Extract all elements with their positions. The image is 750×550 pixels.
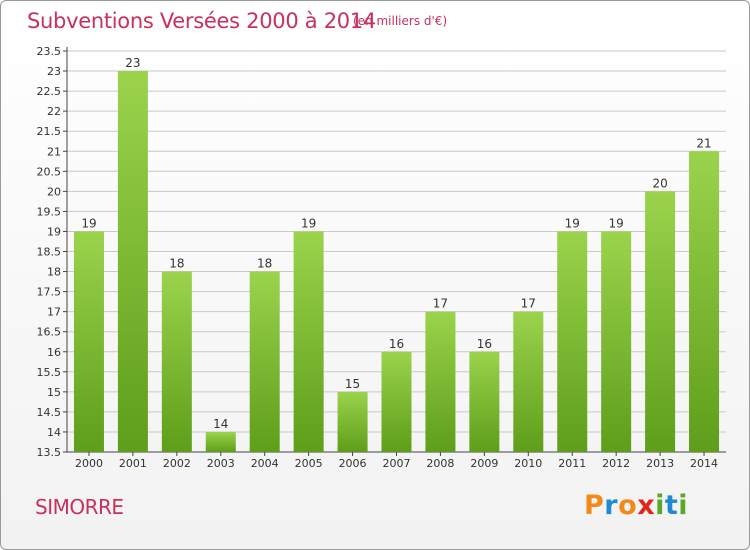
bar xyxy=(645,191,676,452)
x-tick-label: 2001 xyxy=(119,457,147,470)
bar xyxy=(337,391,368,452)
bar xyxy=(513,311,544,452)
logo-letter: P xyxy=(584,490,605,521)
bar-value-label: 23 xyxy=(125,56,140,70)
y-tick-label: 22 xyxy=(47,105,61,118)
y-tick-label: 17.5 xyxy=(37,286,62,299)
x-tick-label: 2013 xyxy=(646,457,674,470)
y-tick-label: 16.5 xyxy=(37,326,62,339)
logo-letter: o xyxy=(618,490,638,521)
y-tick-label: 17 xyxy=(47,306,61,319)
bar xyxy=(249,271,280,452)
proxiti-logo: Proxiti xyxy=(584,490,688,521)
bar-value-label: 15 xyxy=(345,377,360,391)
bar-value-label: 16 xyxy=(477,337,492,351)
city-name: SIMORRE xyxy=(35,495,124,519)
y-tick-label: 21 xyxy=(47,145,61,158)
bar-value-label: 17 xyxy=(433,297,448,311)
x-tick-label: 2010 xyxy=(514,457,542,470)
y-tick-label: 16 xyxy=(47,346,61,359)
bar-value-label: 19 xyxy=(301,216,316,230)
y-tick-label: 14.5 xyxy=(37,406,62,419)
bar xyxy=(117,71,148,453)
bar-value-label: 18 xyxy=(169,257,184,271)
y-tick-label: 20.5 xyxy=(37,165,62,178)
y-tick-label: 14 xyxy=(47,426,61,439)
y-tick-label: 13.5 xyxy=(37,446,62,459)
bar xyxy=(425,311,456,452)
bar xyxy=(293,231,324,452)
bar xyxy=(381,351,412,452)
x-tick-label: 2007 xyxy=(383,457,411,470)
bar-value-label: 14 xyxy=(213,417,228,431)
chart-title: Subventions Versées 2000 à 2014 xyxy=(27,9,376,33)
y-tick-label: 23 xyxy=(47,65,61,78)
y-tick-label: 15.5 xyxy=(37,366,62,379)
bar xyxy=(73,231,104,452)
x-tick-label: 2003 xyxy=(207,457,235,470)
x-tick-label: 2000 xyxy=(75,457,103,470)
bar-value-label: 20 xyxy=(652,176,667,190)
x-tick-label: 2008 xyxy=(426,457,454,470)
y-tick-label: 19.5 xyxy=(37,205,62,218)
x-tick-label: 2004 xyxy=(251,457,279,470)
bar-value-label: 19 xyxy=(81,216,96,230)
bar-value-label: 17 xyxy=(521,297,536,311)
x-tick-label: 2002 xyxy=(163,457,191,470)
logo-letter: x xyxy=(637,490,656,521)
bar-value-label: 21 xyxy=(696,136,711,150)
x-tick-label: 2014 xyxy=(690,457,718,470)
x-tick-label: 2005 xyxy=(295,457,323,470)
bar xyxy=(557,231,588,452)
logo-letter: i xyxy=(655,490,665,521)
x-tick-label: 2012 xyxy=(602,457,630,470)
bar xyxy=(205,431,236,452)
logo-letter: r xyxy=(604,490,619,521)
x-tick-label: 2009 xyxy=(470,457,498,470)
y-tick-label: 21.5 xyxy=(37,125,62,138)
logo-letter: t xyxy=(664,490,679,521)
y-tick-label: 18.5 xyxy=(37,246,62,259)
x-tick-label: 2006 xyxy=(339,457,367,470)
y-tick-label: 19 xyxy=(47,225,61,238)
y-tick-label: 20 xyxy=(47,185,61,198)
bar-value-label: 18 xyxy=(257,257,272,271)
chart-unit-label: (en milliers d'€) xyxy=(353,14,448,28)
bar xyxy=(469,351,500,452)
bar xyxy=(601,231,632,452)
bar xyxy=(689,151,720,452)
x-tick-label: 2011 xyxy=(558,457,586,470)
y-tick-label: 22.5 xyxy=(37,85,62,98)
bar-value-label: 19 xyxy=(609,216,624,230)
bar-value-label: 16 xyxy=(389,337,404,351)
y-tick-label: 23.5 xyxy=(37,45,62,58)
logo-letter: i xyxy=(678,490,689,521)
bar-value-label: 19 xyxy=(565,216,580,230)
y-tick-label: 18 xyxy=(47,266,61,279)
y-tick-label: 15 xyxy=(47,386,61,399)
bar xyxy=(161,271,192,452)
